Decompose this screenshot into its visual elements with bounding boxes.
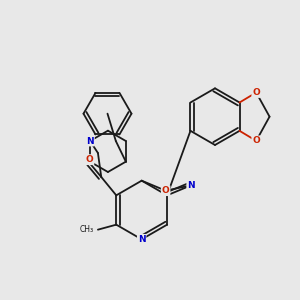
Text: N: N (86, 136, 94, 146)
Text: O: O (252, 136, 260, 145)
Text: O: O (86, 155, 94, 164)
Text: N: N (138, 235, 146, 244)
Text: CH₃: CH₃ (80, 225, 94, 234)
Text: O: O (252, 88, 260, 97)
Text: N: N (187, 181, 195, 190)
Text: O: O (162, 186, 170, 195)
